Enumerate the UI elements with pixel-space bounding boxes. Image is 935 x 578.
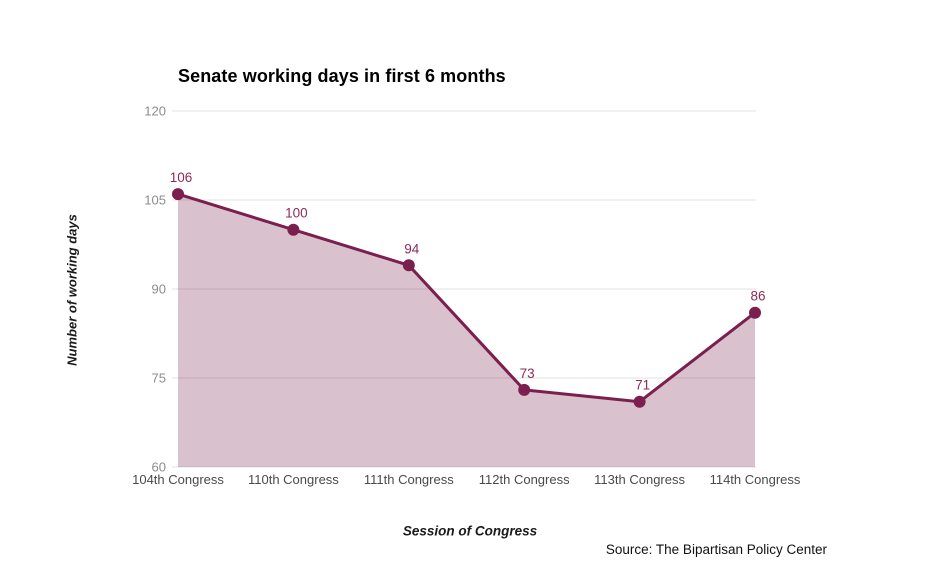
x-tick-label: 114th Congress	[710, 472, 801, 487]
data-point	[402, 259, 415, 272]
y-tick-label: 60	[152, 460, 166, 475]
x-axis-title: Session of Congress	[402, 523, 538, 539]
x-tick-label: 112th Congress	[479, 472, 570, 487]
x-tick-label: 110th Congress	[248, 472, 339, 487]
data-value-label: 71	[635, 378, 650, 393]
y-tick-label: 120	[144, 104, 166, 119]
data-point	[633, 395, 646, 408]
data-value-label: 94	[404, 241, 420, 256]
data-point	[749, 306, 761, 319]
data-point	[287, 223, 300, 236]
area-fill	[178, 194, 755, 467]
y-tick-label: 75	[152, 371, 166, 386]
data-value-label: 73	[520, 366, 535, 381]
data-value-label: 86	[750, 289, 765, 304]
data-value-label: 100	[285, 206, 308, 221]
trend-line	[176, 192, 757, 404]
y-tick-label: 105	[144, 193, 166, 208]
source-note: Source: The Bipartisan Policy Center	[605, 542, 827, 557]
data-point	[172, 188, 184, 201]
x-tick-label: 113th Congress	[594, 472, 685, 487]
chart-title: Senate working days in first 6 months	[178, 66, 506, 86]
x-tick-label: 104th Congress	[132, 472, 224, 487]
x-tick-label: 111th Congress	[364, 472, 454, 487]
data-value-label: 106	[170, 170, 193, 185]
y-tick-label: 90	[152, 282, 166, 297]
data-point	[518, 383, 531, 396]
